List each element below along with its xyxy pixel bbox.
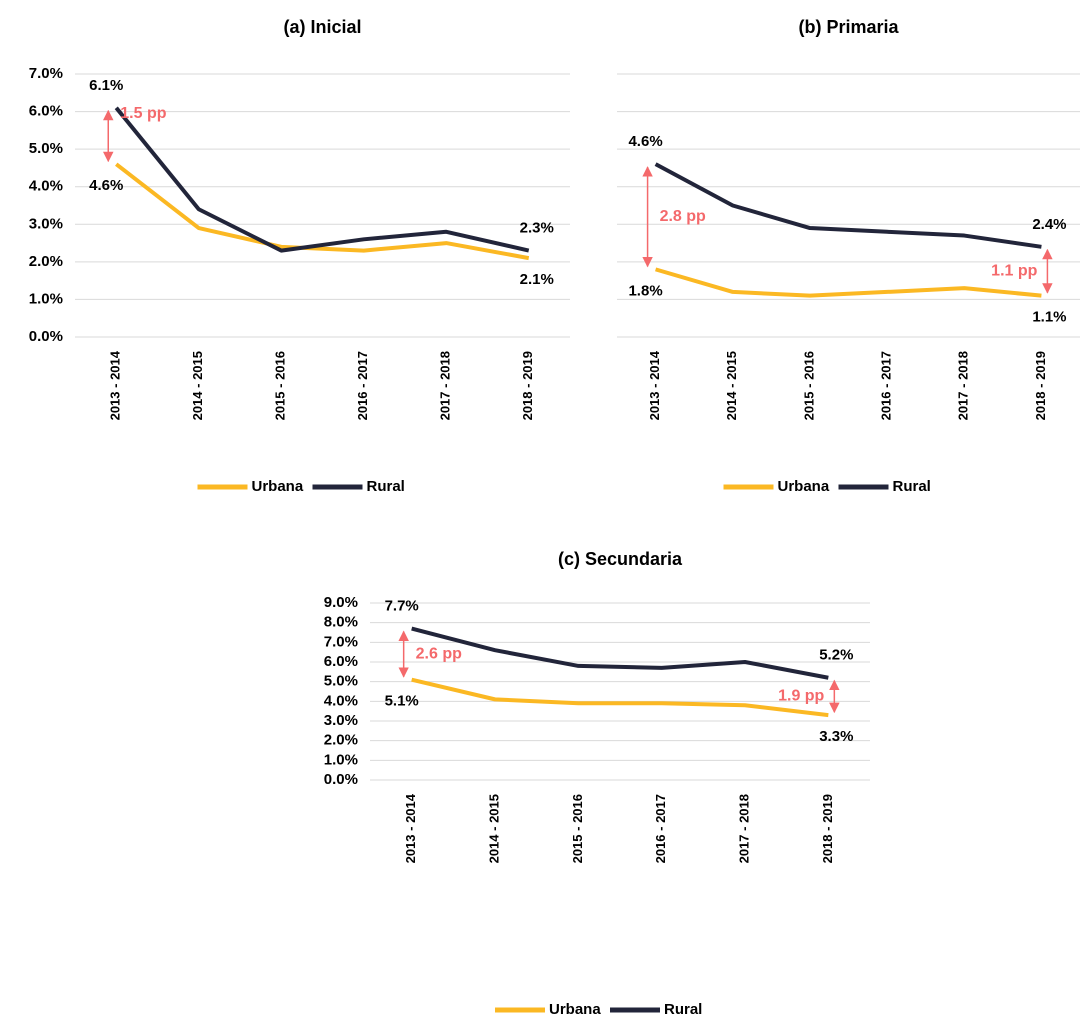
series-line [114, 106, 530, 253]
annotation: 2.8 pp [660, 208, 706, 225]
data-label: 2.4% [1032, 216, 1066, 233]
y-tick-label: 3.0% [324, 712, 358, 729]
series-line [411, 677, 829, 718]
y-tick-label: 0.0% [29, 328, 63, 345]
series-line [411, 626, 829, 680]
legend-label: Rural [664, 1001, 702, 1018]
y-tick-label: 4.0% [29, 178, 63, 195]
x-tick-label: 2018 - 2019 [1033, 351, 1048, 420]
data-label: 4.6% [89, 177, 123, 194]
y-tick-label: 1.0% [29, 290, 63, 307]
annotation: 1.1 pp [991, 262, 1037, 279]
chart: (a) Inicial 0.0% 1.0% 2.0% 3.0% 4.0% 5.0% 6.0% 7… [29, 17, 570, 495]
x-tick-label: 2017 - 2018 [956, 351, 971, 420]
data-label: 2.3% [520, 220, 554, 237]
series-line [115, 162, 530, 261]
y-tick-label: 1.0% [324, 751, 358, 768]
data-label: 2.1% [520, 271, 554, 288]
series-line [655, 267, 1042, 298]
x-tick-label: 2013 - 2014 [403, 793, 418, 863]
data-label: 6.1% [89, 77, 123, 94]
x-tick-label: 2015 - 2016 [801, 351, 816, 420]
x-tick-label: 2015 - 2016 [570, 794, 585, 863]
x-tick-label: 2017 - 2018 [438, 351, 453, 420]
series-line [654, 162, 1042, 249]
chart: (b) Primaria 2013 - 2014 2014 - 2015 2015 -… [617, 17, 1080, 495]
x-tick-label: 2018 - 2019 [520, 351, 535, 420]
data-label: 7.7% [385, 598, 419, 615]
x-tick-label: 2013 - 2014 [647, 350, 662, 420]
y-tick-label: 4.0% [324, 692, 358, 709]
data-label: 5.2% [819, 647, 853, 664]
annotation: 1.5 pp [120, 105, 166, 122]
x-tick-label: 2018 - 2019 [820, 794, 835, 863]
y-tick-label: 8.0% [324, 614, 358, 631]
y-tick-label: 5.0% [29, 140, 63, 157]
x-tick-label: 2016 - 2017 [355, 351, 370, 420]
legend-label: Urbana [252, 478, 304, 495]
x-tick-label: 2017 - 2018 [736, 794, 751, 863]
annotation: 1.9 pp [778, 688, 824, 705]
data-label: 4.6% [628, 133, 662, 150]
x-tick-label: 2014 - 2015 [724, 351, 739, 420]
x-tick-label: 2016 - 2017 [653, 794, 668, 863]
chart-title: (a) Inicial [283, 17, 361, 37]
x-tick-label: 2013 - 2014 [108, 350, 123, 420]
y-tick-label: 7.0% [29, 65, 63, 82]
y-tick-label: 7.0% [324, 633, 358, 650]
x-tick-label: 2016 - 2017 [879, 351, 894, 420]
annotation: 2.6 pp [416, 645, 462, 662]
y-tick-label: 2.0% [29, 253, 63, 270]
y-tick-label: 0.0% [324, 771, 358, 788]
y-tick-label: 5.0% [324, 673, 358, 690]
y-tick-label: 3.0% [29, 215, 63, 232]
data-label: 1.1% [1032, 309, 1066, 326]
data-label: 1.8% [628, 282, 662, 299]
legend-label: Rural [893, 478, 931, 495]
x-tick-label: 2014 - 2015 [486, 794, 501, 863]
y-tick-label: 6.0% [324, 653, 358, 670]
y-tick-label: 2.0% [324, 732, 358, 749]
legend-label: Urbana [549, 1001, 601, 1018]
legend-label: Rural [367, 478, 405, 495]
y-tick-label: 6.0% [29, 103, 63, 120]
data-label: 3.3% [819, 728, 853, 745]
data-label: 5.1% [385, 693, 419, 710]
chart-title: (c) Secundaria [558, 549, 683, 569]
x-tick-label: 2014 - 2015 [190, 351, 205, 420]
y-tick-label: 9.0% [324, 594, 358, 611]
x-tick-label: 2015 - 2016 [273, 351, 288, 420]
chart-title: (b) Primaria [798, 17, 899, 37]
chart: (c) Secundaria 0.0% 1.0% 2.0% 3.0% 4.0% 5.0% 6.… [324, 549, 870, 1018]
legend-label: Urbana [778, 478, 830, 495]
